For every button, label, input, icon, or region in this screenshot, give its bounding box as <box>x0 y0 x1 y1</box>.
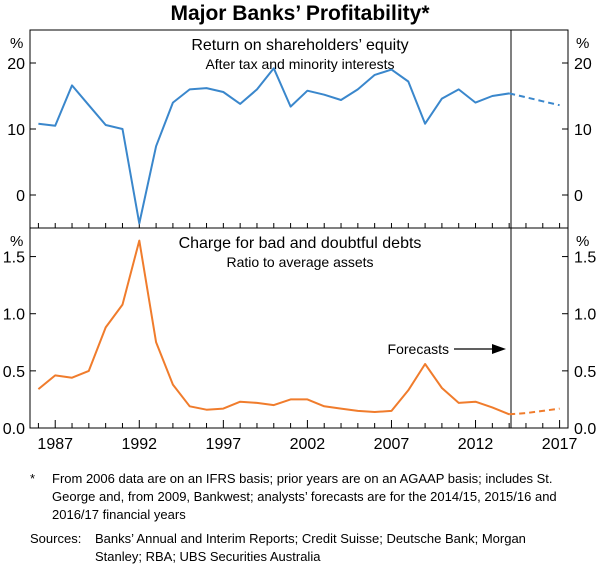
y-tick-label-right: 1.0 <box>574 307 596 324</box>
sources-text: Banks’ Annual and Interim Reports; Credi… <box>95 531 526 564</box>
plot-frame <box>29 29 569 429</box>
chart-title: Major Banks’ Profitability* <box>170 2 430 25</box>
y-tick-label-left: 0 <box>16 188 25 205</box>
x-tick-label: 1997 <box>206 436 242 453</box>
top-panel-title: Return on shareholders’ equity <box>191 37 408 54</box>
sources-row: Sources: Banks’ Annual and Interim Repor… <box>0 530 600 566</box>
y-tick-label-left: 1.0 <box>3 307 25 324</box>
forecasts-annotation: Forecasts <box>388 341 449 357</box>
bad-debts-actual-line <box>37 239 510 416</box>
y-tick-label-left: 0.0 <box>3 421 25 438</box>
sources-label: Sources: <box>30 531 82 546</box>
y-tick-label-right: 0.0 <box>574 421 596 438</box>
y-tick-label-right: 0.5 <box>574 364 596 381</box>
y-tick-label-right: 0 <box>574 188 583 205</box>
forecasts-arrow-head <box>492 344 506 354</box>
footnote-text: From 2006 data are on an IFRS basis; pri… <box>52 471 557 522</box>
y-tick-label-right: 20 <box>574 56 592 73</box>
bottom-panel-subtitle: Ratio to average assets <box>226 254 373 270</box>
chart-figure: Major Banks’ Profitability* Return on sh… <box>3 2 597 453</box>
x-tick-label: 2007 <box>374 436 410 453</box>
x-tick-label: 1992 <box>121 436 157 453</box>
bottom-panel-title: Charge for bad and doubtful debts <box>179 235 422 252</box>
top-right-unit: % <box>576 35 589 52</box>
roe-forecast-line <box>508 92 560 107</box>
bottom-right-unit: % <box>576 233 589 250</box>
x-tick-label: 2002 <box>290 436 326 453</box>
y-tick-label-left: 0.5 <box>3 364 25 381</box>
bad-debts-forecast-line <box>509 407 560 416</box>
top-left-unit: % <box>10 35 23 52</box>
footnotes: * From 2006 data are on an IFRS basis; p… <box>0 470 600 566</box>
footnote-row: * From 2006 data are on an IFRS basis; p… <box>0 470 600 524</box>
y-tick-label-left: 1.5 <box>3 250 25 267</box>
footnote-marker: * <box>30 471 36 486</box>
roe-actual-line <box>38 67 510 225</box>
x-tick-label: 2012 <box>458 436 494 453</box>
y-tick-label-right: 10 <box>574 122 592 139</box>
x-tick-label: 2017 <box>542 436 578 453</box>
y-tick-label-left: 10 <box>7 122 25 139</box>
y-tick-label-left: 20 <box>7 56 25 73</box>
y-tick-label-right: 1.5 <box>574 250 596 267</box>
bottom-left-unit: % <box>10 233 23 250</box>
x-tick-label: 1987 <box>37 436 73 453</box>
top-panel-subtitle: After tax and minority interests <box>205 56 394 72</box>
